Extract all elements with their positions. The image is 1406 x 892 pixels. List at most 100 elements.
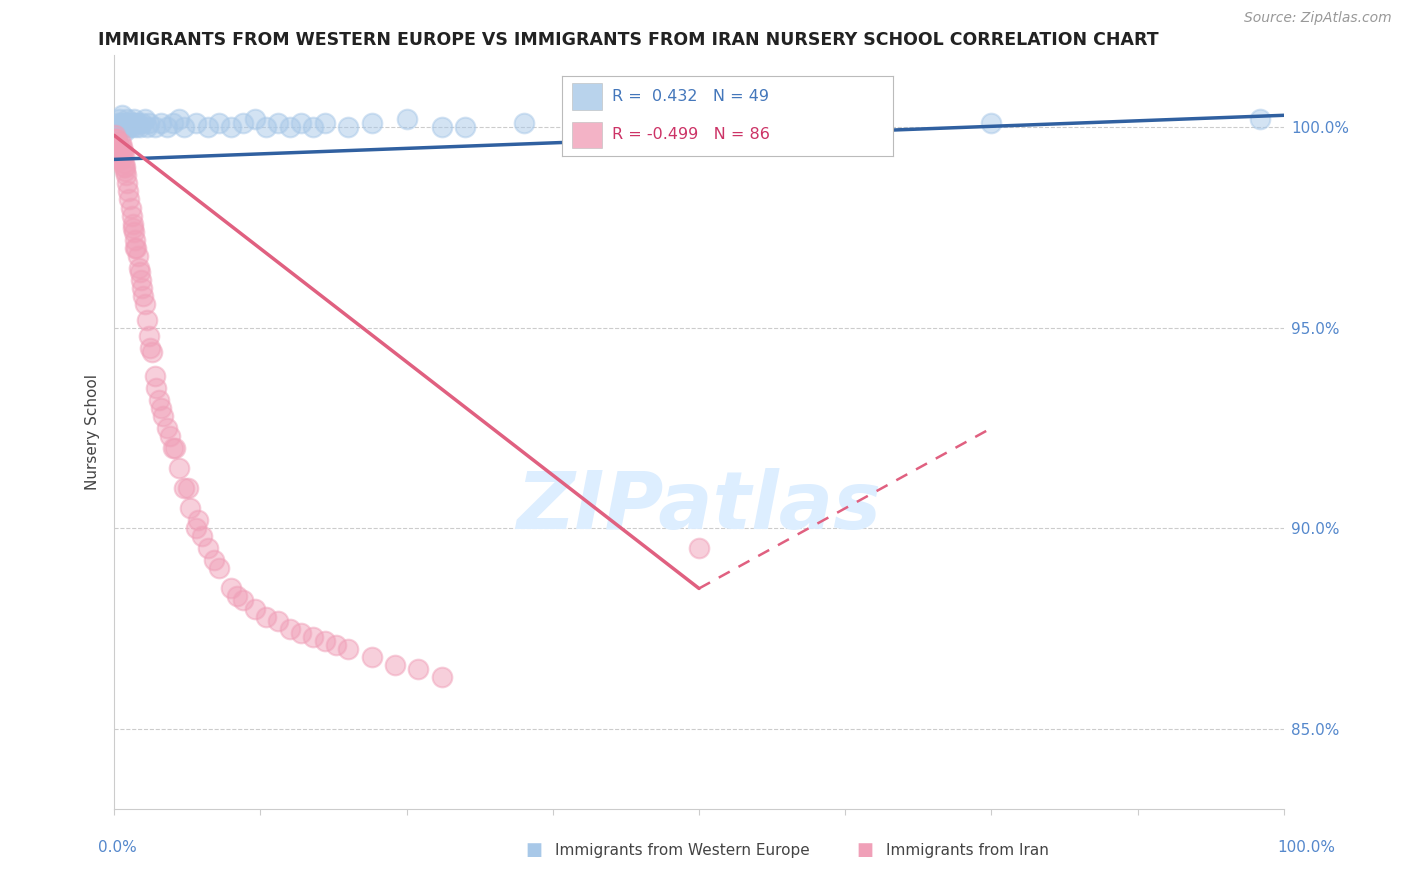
Point: [125, 120, 148, 135]
Point: [118, 120, 141, 135]
Text: ZIPatlas: ZIPatlas: [516, 468, 882, 547]
Point: [129, 265, 152, 279]
Point: [131, 281, 153, 295]
Point: [302, 120, 325, 135]
Point: [112, 116, 135, 130]
Y-axis label: Nursery School: Nursery School: [86, 374, 100, 490]
Point: [108, 112, 131, 127]
Point: [179, 501, 201, 516]
Point: [337, 641, 360, 656]
Point: [127, 249, 149, 263]
Point: [115, 169, 138, 183]
Point: [131, 116, 153, 130]
Point: [136, 120, 159, 135]
Text: 100.0%: 100.0%: [1278, 840, 1336, 855]
Point: [430, 120, 453, 135]
Point: [125, 241, 148, 255]
Point: [132, 289, 155, 303]
Point: [149, 401, 172, 415]
Point: [104, 140, 127, 154]
Point: [384, 657, 406, 672]
Point: [197, 120, 219, 135]
Point: [278, 622, 301, 636]
Point: [159, 429, 181, 443]
Point: [111, 145, 134, 159]
Point: [105, 145, 128, 159]
Point: [302, 630, 325, 644]
Text: Immigrants from Iran: Immigrants from Iran: [886, 843, 1049, 857]
Point: [219, 582, 242, 596]
Point: [122, 112, 145, 127]
Point: [107, 136, 129, 151]
Text: R = -0.499   N = 86: R = -0.499 N = 86: [612, 128, 770, 143]
Point: [173, 481, 195, 495]
Point: [120, 201, 142, 215]
Point: [1250, 112, 1272, 127]
FancyBboxPatch shape: [572, 83, 602, 110]
Point: [202, 553, 225, 567]
Point: [184, 116, 207, 130]
Point: [148, 392, 170, 407]
Point: [156, 421, 179, 435]
Point: [243, 112, 266, 127]
Text: ■: ■: [856, 840, 873, 858]
Point: [108, 145, 131, 159]
Point: [117, 116, 139, 130]
Point: [232, 593, 254, 607]
Point: [120, 116, 142, 130]
Point: [167, 112, 190, 127]
Point: [337, 120, 360, 135]
Point: [111, 108, 134, 122]
Point: [454, 120, 477, 135]
Point: [122, 220, 145, 235]
Point: [108, 140, 131, 154]
Point: [325, 638, 347, 652]
Point: [105, 145, 128, 159]
Point: [187, 513, 209, 527]
Point: [167, 461, 190, 475]
Point: [122, 217, 145, 231]
Point: [105, 136, 128, 151]
Point: [115, 112, 138, 127]
Point: [232, 116, 254, 130]
Point: [111, 148, 134, 162]
Text: 0.0%: 0.0%: [98, 840, 138, 855]
Point: [104, 132, 127, 146]
Point: [115, 177, 138, 191]
Text: Immigrants from Western Europe: Immigrants from Western Europe: [555, 843, 810, 857]
Point: [219, 120, 242, 135]
Point: [128, 260, 150, 275]
Point: [254, 120, 277, 135]
Point: [104, 132, 127, 146]
Point: [314, 116, 336, 130]
Point: [127, 116, 149, 130]
Point: [141, 344, 163, 359]
Point: [290, 116, 312, 130]
Point: [267, 614, 290, 628]
Point: [139, 341, 162, 355]
Point: [191, 529, 214, 543]
Point: [114, 124, 136, 138]
Point: [110, 116, 132, 130]
Point: [129, 120, 152, 135]
Point: [149, 116, 172, 130]
Point: [108, 120, 131, 135]
Point: [267, 116, 290, 130]
Point: [112, 161, 135, 175]
Point: [156, 120, 179, 135]
Point: [121, 120, 143, 135]
Point: [110, 136, 132, 151]
Point: [395, 112, 418, 127]
Point: [122, 225, 145, 239]
Point: [105, 136, 128, 151]
Point: [122, 116, 145, 130]
Point: [107, 148, 129, 162]
Point: [143, 120, 166, 135]
Point: [121, 209, 143, 223]
Point: [314, 633, 336, 648]
Point: [184, 521, 207, 535]
Point: [124, 233, 146, 247]
Point: [177, 481, 200, 495]
Point: [688, 541, 710, 556]
Point: [163, 441, 186, 455]
